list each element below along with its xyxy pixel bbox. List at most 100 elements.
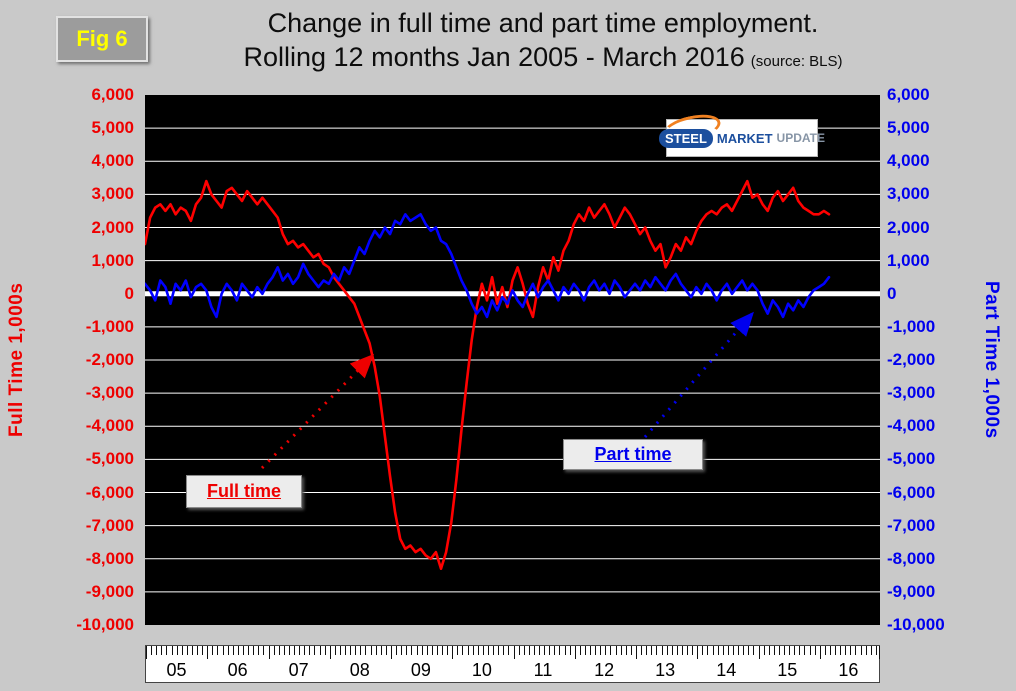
x-axis-tick [186, 646, 188, 655]
x-axis-tick [171, 646, 173, 655]
x-axis-tick [569, 646, 571, 655]
chart-subtitle: Rolling 12 months Jan 2005 - March 2016 [243, 42, 745, 72]
logo-market-text: MARKET [716, 130, 773, 146]
x-axis-tick [875, 646, 877, 655]
x-axis-tick [334, 646, 336, 655]
y-tick-label-left: -10,000 [76, 615, 134, 634]
x-axis-tick [288, 646, 290, 655]
x-axis-tick [217, 646, 219, 655]
x-year-label: 13 [655, 660, 676, 680]
x-axis-tick [574, 646, 576, 659]
x-axis-tick [227, 646, 229, 655]
x-axis-tick [829, 646, 831, 655]
x-axis-tick [304, 646, 306, 655]
x-axis-tick [299, 646, 301, 655]
x-axis-tick [620, 646, 622, 655]
y-tick-label-left: 2,000 [91, 217, 134, 237]
x-axis-tick [329, 646, 331, 659]
x-axis-tick [732, 646, 734, 655]
x-axis-tick [702, 646, 704, 655]
x-axis-tick [799, 646, 801, 655]
full-time-legend-label: Full time [186, 475, 302, 508]
y-tick-label-left: -3,000 [85, 383, 134, 403]
x-axis-tick [850, 646, 852, 655]
x-axis-tick [498, 646, 500, 655]
part-time-legend-text: Part time [594, 444, 672, 464]
x-axis-tick [452, 646, 454, 659]
x-axis-tick [738, 646, 740, 655]
x-axis-tick [824, 646, 826, 655]
x-axis-tick [763, 646, 765, 655]
x-axis-strip: 05 06 07 08 09 10 11 12 13 14 15 16 [145, 645, 880, 683]
x-axis-tick [814, 646, 816, 655]
x-axis-tick [191, 646, 193, 655]
y-tick-label-left: -7,000 [85, 515, 134, 535]
x-axis-tick [630, 646, 632, 655]
x-axis-tick [656, 646, 658, 655]
x-axis-tick [472, 646, 474, 655]
x-axis-tick [411, 646, 413, 655]
x-axis-tick [840, 646, 842, 655]
x-axis-tick [166, 646, 168, 655]
x-axis-tick [493, 646, 495, 655]
x-axis-tick [370, 646, 372, 655]
x-axis-tick [508, 646, 510, 655]
x-axis-tick [789, 646, 791, 655]
y-tick-label-left: 1,000 [91, 250, 134, 270]
x-year-label: 06 [227, 660, 248, 680]
x-axis-tick [870, 646, 872, 655]
x-axis-tick [380, 646, 382, 655]
y-tick-label-left: -8,000 [85, 548, 134, 568]
x-axis-tick [513, 646, 515, 659]
x-axis-tick [385, 646, 387, 655]
y-tick-label-right: 3,000 [887, 184, 930, 204]
part-time-legend-label: Part time [563, 439, 703, 470]
x-axis-tick [809, 646, 811, 655]
x-axis-tick [595, 646, 597, 655]
y-tick-label-right: 2,000 [887, 217, 930, 237]
y-tick-label-right: 5,000 [887, 118, 930, 138]
x-axis-tick [666, 646, 668, 655]
x-axis-tick [391, 646, 392, 659]
x-axis-tick [406, 646, 408, 655]
x-year-label: 11 [533, 660, 553, 680]
x-axis-tick [146, 646, 147, 659]
x-axis-tick [671, 646, 673, 655]
y-tick-label-left: 4,000 [91, 151, 134, 171]
x-axis-tick [212, 646, 214, 655]
x-axis-tick [426, 646, 428, 655]
y-tick-label-left: -5,000 [85, 449, 134, 469]
x-axis-tick [401, 646, 403, 655]
x-axis-tick [768, 646, 770, 655]
x-axis-tick [447, 646, 449, 655]
x-axis-tick [487, 646, 489, 655]
x-axis-tick [712, 646, 714, 655]
x-axis-tick [523, 646, 525, 655]
y-tick-label-right: -10,000 [887, 615, 945, 634]
x-axis-tick [625, 646, 627, 655]
x-axis-tick [646, 646, 648, 655]
x-axis-tick [564, 646, 566, 655]
y-tick-label-left: -2,000 [85, 350, 134, 369]
x-axis-tick [268, 646, 270, 659]
logo-steel-text: STEEL [659, 128, 713, 148]
x-axis-tick [222, 646, 224, 655]
x-axis-tick [804, 646, 806, 655]
x-axis-tick [365, 646, 367, 655]
x-axis-tick [610, 646, 612, 655]
y-tick-label-left: -1,000 [85, 316, 134, 336]
x-axis-tick [518, 646, 520, 655]
x-axis-tick [845, 646, 847, 655]
x-axis-tick [549, 646, 551, 655]
x-axis-tick [345, 646, 347, 655]
y-tick-label-right: -2,000 [887, 350, 936, 369]
x-axis-tick [355, 646, 357, 655]
x-axis-tick [692, 646, 694, 655]
x-year-label: 15 [777, 660, 798, 680]
x-axis-tick [375, 646, 377, 655]
steel-market-update-logo: STEEL MARKET UPDATE [659, 110, 825, 157]
x-axis-tick [860, 646, 862, 655]
x-axis-tick [605, 646, 607, 655]
x-year-label: 05 [166, 660, 187, 680]
